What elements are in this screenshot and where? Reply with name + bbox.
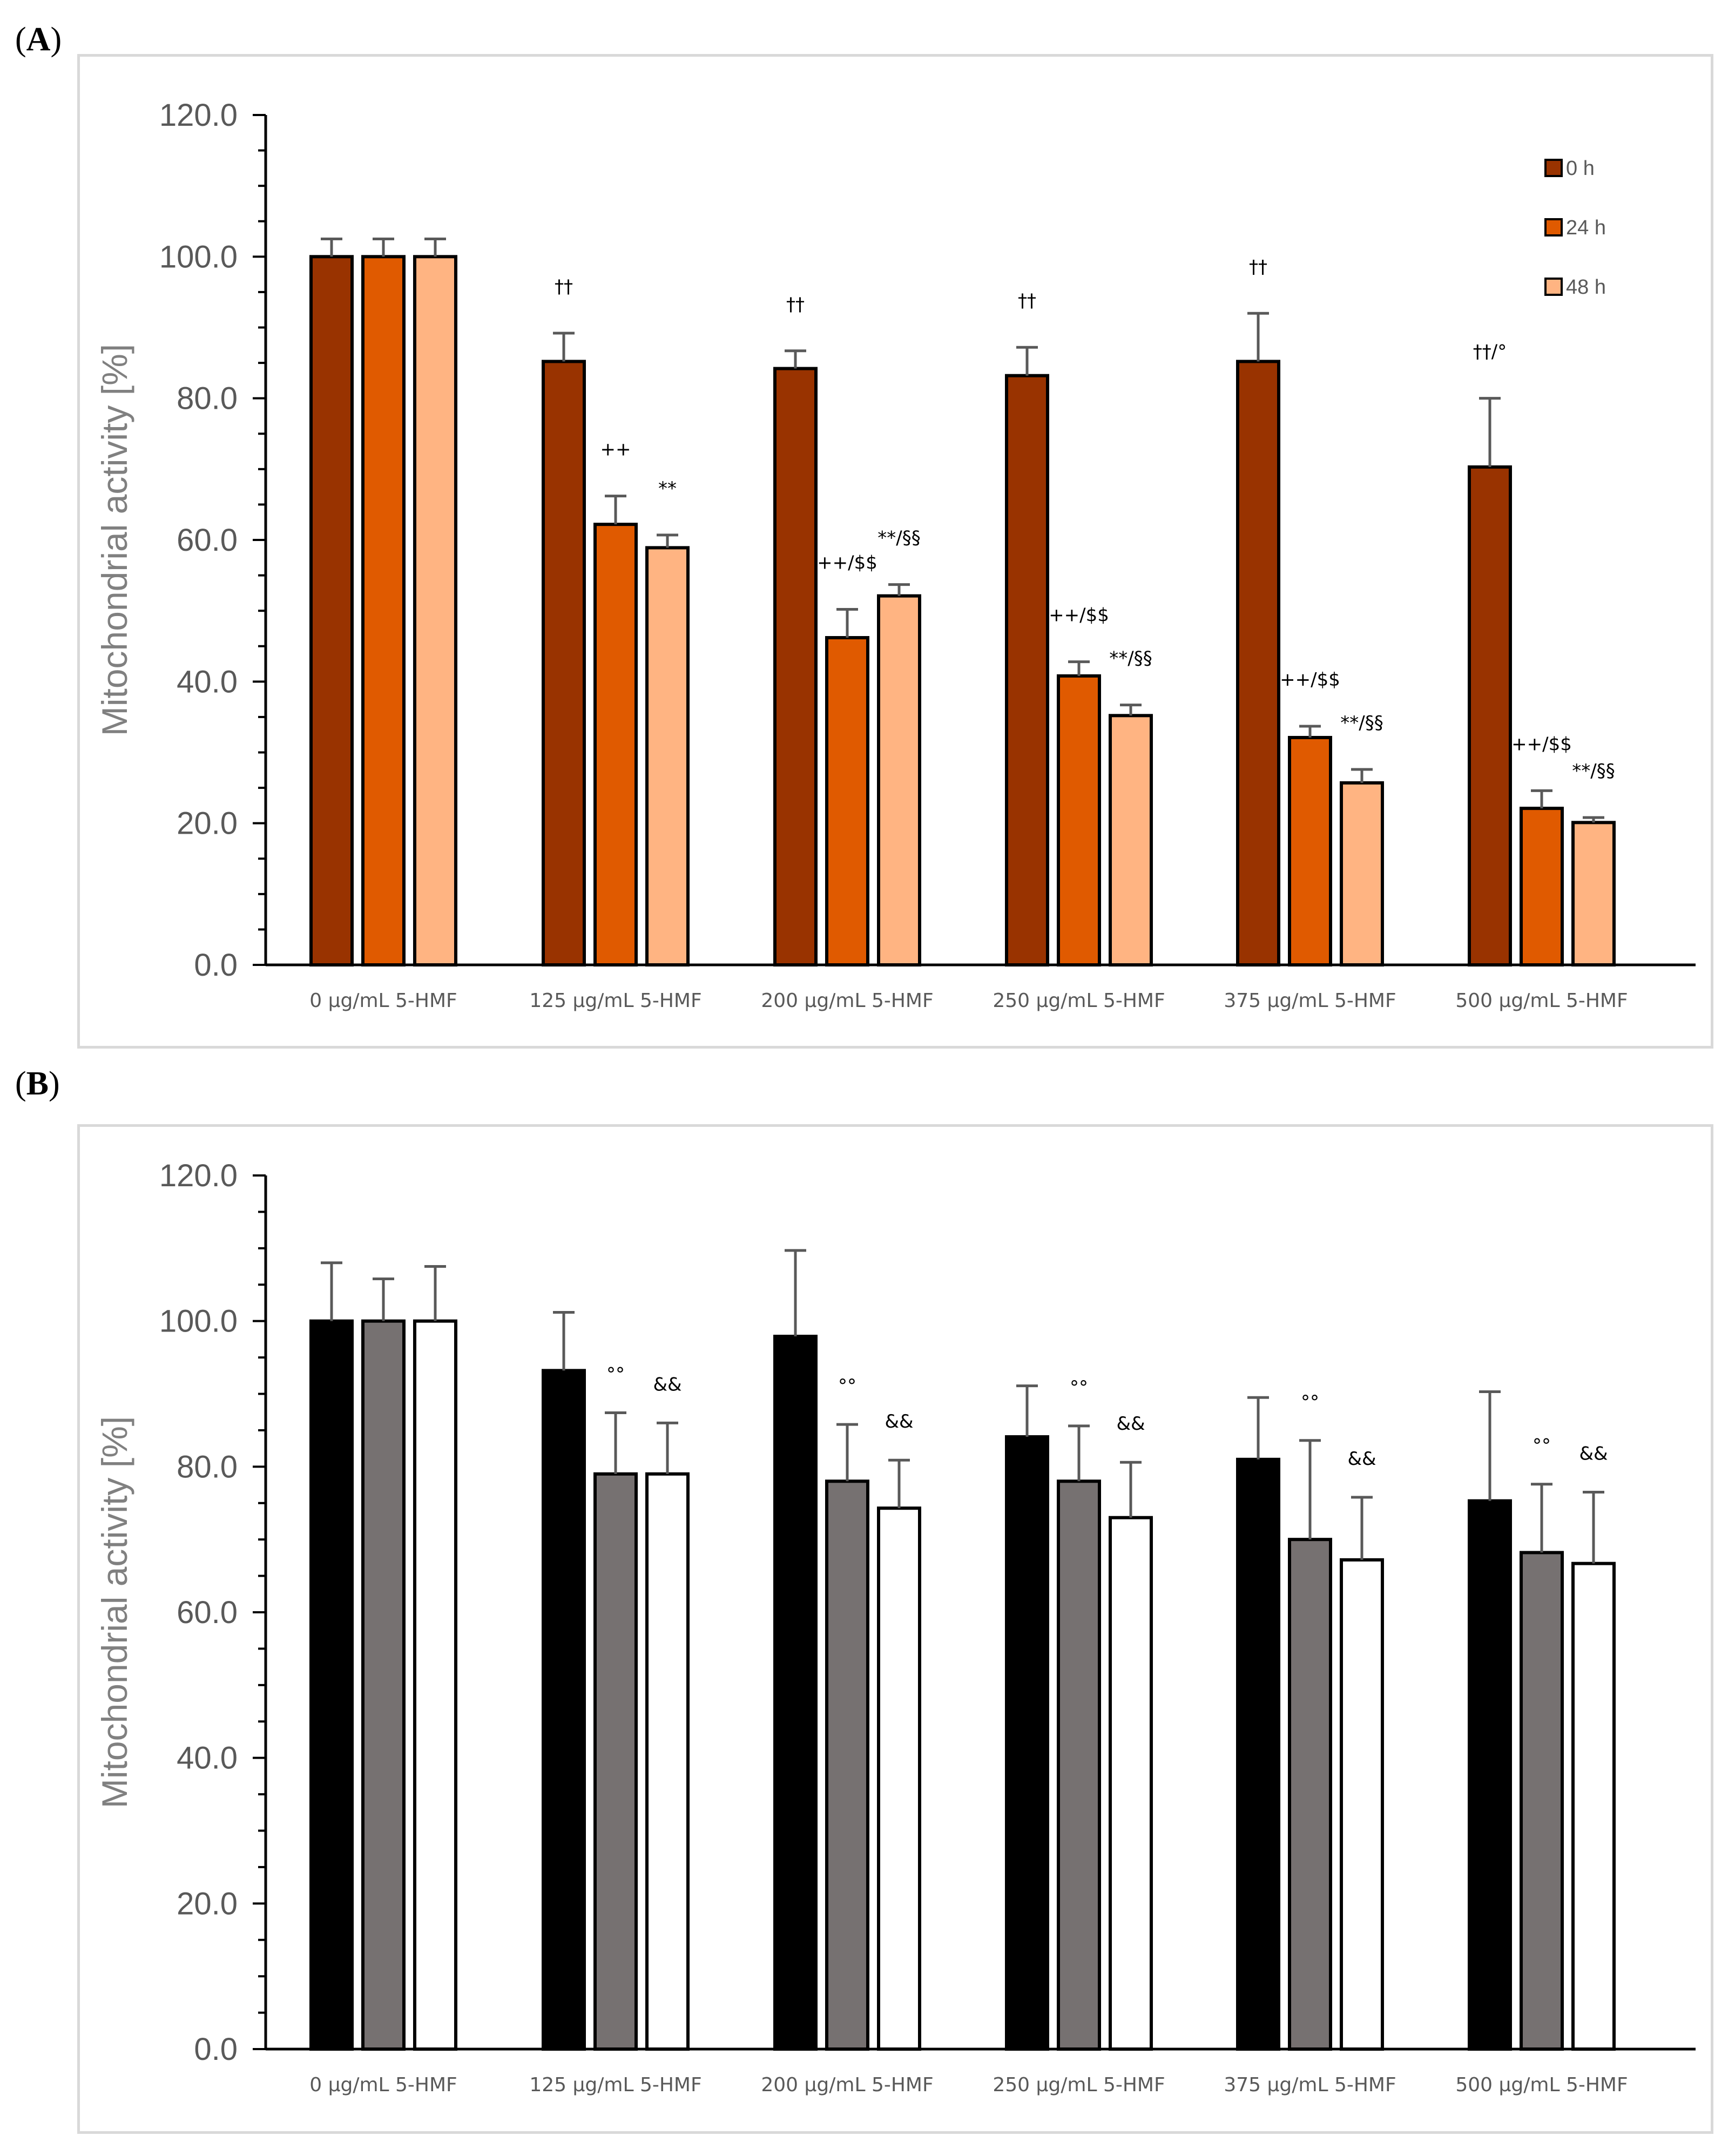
significance-annotation: **/§§	[877, 528, 920, 549]
y-tick-label: 40.0	[177, 664, 238, 699]
panel-b-label: (B)	[15, 1065, 60, 1102]
significance-annotation: °°	[1301, 1391, 1319, 1413]
y-axis-title: Mitochondrial activity [%]	[94, 1416, 134, 1808]
legend-swatch	[1544, 278, 1563, 296]
legend-swatch	[1544, 218, 1563, 236]
bar	[1057, 1479, 1101, 2051]
bar	[645, 1472, 690, 2051]
bar	[825, 1479, 869, 2051]
significance-annotation: ††	[1249, 256, 1267, 278]
significance-annotation: &&	[1116, 1413, 1145, 1435]
legend-label: 48 h	[1566, 276, 1606, 299]
y-tick-label: 100.0	[159, 239, 238, 274]
bar	[593, 523, 638, 967]
significance-annotation: °°	[1070, 1377, 1088, 1398]
significance-annotation: &&	[1579, 1443, 1608, 1465]
significance-annotation: ++	[600, 439, 631, 461]
x-category-label: 500 μg/mL 5-HMF	[1455, 990, 1628, 1012]
panel-a-label: (A)	[15, 21, 62, 58]
legend-label: 24 h	[1566, 217, 1606, 239]
significance-annotation: °°	[838, 1375, 856, 1397]
y-tick-label: 120.0	[159, 98, 238, 133]
bar	[309, 1319, 354, 2051]
x-category-label: 250 μg/mL 5-HMF	[993, 990, 1165, 1012]
significance-annotation: ++/$$	[1049, 605, 1109, 626]
x-category-label: 375 μg/mL 5-HMF	[1224, 2074, 1396, 2096]
bar	[1468, 1499, 1512, 2051]
significance-annotation: ++/$$	[1511, 733, 1572, 755]
bar	[645, 546, 690, 967]
x-category-label: 250 μg/mL 5-HMF	[993, 2074, 1165, 2096]
bar	[1571, 821, 1616, 967]
bar	[773, 367, 818, 967]
bar	[1288, 1538, 1332, 2051]
bar	[877, 1506, 921, 2051]
x-category-label: 125 μg/mL 5-HMF	[529, 990, 701, 1012]
bar	[1520, 1551, 1564, 2051]
x-category-label: 125 μg/mL 5-HMF	[529, 2074, 701, 2096]
legend-label: 0 h	[1566, 157, 1595, 180]
y-tick-label: 60.0	[177, 1595, 238, 1630]
significance-annotation: ††	[786, 294, 805, 315]
significance-annotation: ++/$$	[1280, 669, 1340, 691]
bar	[1288, 735, 1332, 967]
y-axis-title: Mitochondrial activity [%]	[94, 344, 134, 736]
bar	[1236, 1457, 1280, 2051]
bar	[1340, 781, 1384, 967]
x-category-label: 0 μg/mL 5-HMF	[309, 990, 457, 1012]
bar	[1109, 1516, 1153, 2051]
bar	[773, 1334, 818, 2051]
bar	[542, 1369, 586, 2051]
bar	[309, 255, 354, 967]
y-tick-label: 20.0	[177, 1886, 238, 1921]
y-tick-label: 0.0	[194, 948, 238, 983]
x-category-label: 0 μg/mL 5-HMF	[309, 2074, 457, 2096]
significance-annotation: &&	[885, 1411, 913, 1432]
significance-annotation: ††/°	[1473, 341, 1507, 363]
significance-annotation: **/§§	[1572, 760, 1615, 782]
y-tick-label: 0.0	[194, 2032, 238, 2067]
x-category-label: 375 μg/mL 5-HMF	[1224, 990, 1396, 1012]
bar	[361, 1319, 406, 2051]
y-tick-label: 60.0	[177, 523, 238, 558]
significance-annotation: **/§§	[1340, 712, 1383, 734]
bar	[413, 255, 457, 967]
significance-annotation: **	[658, 478, 677, 499]
significance-annotation: °°	[606, 1364, 625, 1385]
y-tick-label: 20.0	[177, 806, 238, 841]
legend-swatch	[1544, 159, 1563, 177]
x-category-label: 200 μg/mL 5-HMF	[761, 2074, 933, 2096]
x-category-label: 500 μg/mL 5-HMF	[1455, 2074, 1628, 2096]
significance-annotation: ††	[555, 276, 573, 298]
significance-annotation: **/§§	[1109, 648, 1152, 670]
significance-annotation: ++/$$	[817, 552, 877, 574]
y-tick-label: 40.0	[177, 1741, 238, 1776]
significance-annotation: ††	[1018, 290, 1036, 312]
bar	[825, 636, 869, 967]
x-category-label: 200 μg/mL 5-HMF	[761, 990, 933, 1012]
y-tick-label: 100.0	[159, 1304, 238, 1339]
bar	[1057, 674, 1101, 967]
significance-annotation: &&	[653, 1374, 681, 1395]
bar	[877, 594, 921, 967]
significance-annotation: &&	[1347, 1448, 1376, 1470]
y-tick-label: 120.0	[159, 1158, 238, 1193]
y-tick-label: 80.0	[177, 1449, 238, 1484]
bar	[1340, 1558, 1384, 2051]
y-tick-label: 80.0	[177, 381, 238, 416]
bar	[413, 1319, 457, 2051]
bar	[1571, 1562, 1616, 2051]
significance-annotation: °°	[1533, 1435, 1551, 1457]
bar	[1005, 1435, 1049, 2051]
bar	[593, 1472, 638, 2051]
